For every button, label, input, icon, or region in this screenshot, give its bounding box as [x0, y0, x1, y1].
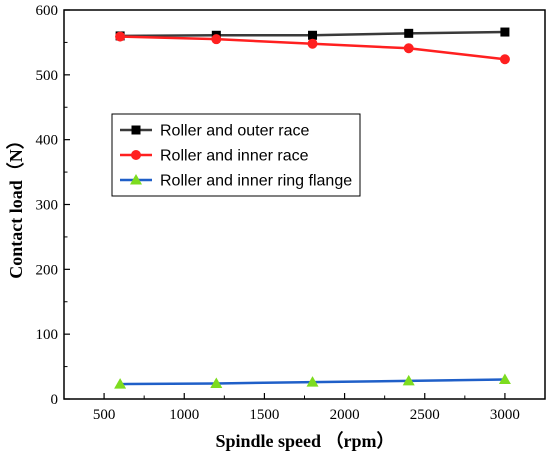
- legend-entry: Roller and inner ring flange: [120, 173, 352, 190]
- y-tick-label: 500: [36, 68, 59, 84]
- data-point: [402, 374, 415, 386]
- legend-marker: [131, 150, 141, 160]
- x-tick-label: 2500: [410, 407, 440, 423]
- legend: Roller and outer race Roller and inner ra…: [111, 113, 361, 197]
- y-tick-label: 200: [36, 262, 59, 278]
- series-3: [114, 373, 511, 389]
- legend-marker: [130, 174, 142, 185]
- y-tick-label: 400: [36, 133, 59, 149]
- y-tick-label: 0: [51, 392, 59, 408]
- data-point: [307, 38, 318, 49]
- legend-label: Roller and inner race: [160, 148, 309, 165]
- y-tick-label: 100: [36, 327, 59, 343]
- legend-box: [111, 113, 361, 197]
- legend-entry: Roller and inner race: [120, 148, 309, 165]
- legend-label: Roller and inner ring flange: [160, 173, 352, 190]
- x-tick-label: 1000: [169, 407, 199, 423]
- y-tick-label: 600: [36, 3, 59, 19]
- data-point: [210, 377, 223, 388]
- legend-label: Roller and outer race: [160, 123, 310, 140]
- x-tick-label: 1500: [249, 407, 279, 423]
- y-axis-title: Contact load（N）: [6, 131, 26, 279]
- data-point: [500, 27, 510, 37]
- legend-entry: Roller and outer race: [120, 123, 310, 140]
- data-point: [115, 31, 126, 42]
- x-tick-label: 500: [93, 407, 116, 423]
- data-point: [404, 28, 414, 38]
- x-tick-label: 3000: [490, 407, 520, 423]
- data-point: [114, 378, 127, 389]
- x-axis-title: Spindle speed （rpm）: [215, 431, 394, 451]
- series-2: [115, 31, 510, 65]
- data-point: [498, 373, 511, 385]
- legend-marker: [131, 125, 141, 135]
- y-tick-label: 300: [36, 198, 59, 214]
- data-point: [306, 376, 319, 387]
- data-point: [308, 30, 318, 40]
- axis-frame: [63, 9, 546, 400]
- data-point: [499, 54, 510, 65]
- plot-area: 0 100 200 300 400 500 600 500 1000 1500 2000 2500 30…: [36, 3, 546, 423]
- data-point: [403, 43, 414, 54]
- x-tick-label: 2000: [330, 407, 360, 423]
- data-point: [211, 34, 222, 45]
